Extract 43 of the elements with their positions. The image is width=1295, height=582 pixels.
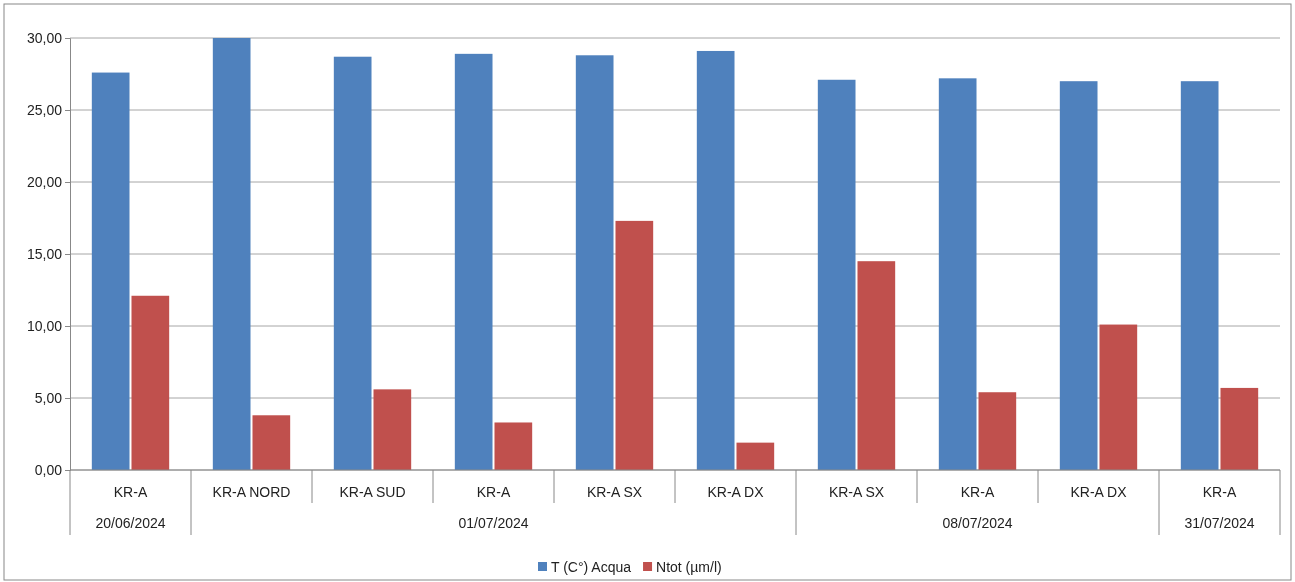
y-tick-label: 10,00 bbox=[26, 317, 63, 334]
bar bbox=[696, 50, 735, 470]
legend-label: Ntot (µm/l) bbox=[656, 559, 722, 575]
y-tick-label: 25,00 bbox=[26, 101, 63, 118]
bar bbox=[1099, 324, 1138, 470]
bar bbox=[494, 422, 533, 470]
text: 08/07/2024 bbox=[942, 515, 1013, 531]
bar bbox=[91, 72, 130, 470]
text: 01/07/2024 bbox=[458, 515, 529, 531]
bar bbox=[857, 261, 896, 470]
bar bbox=[131, 295, 170, 470]
y-tick-label: 20,00 bbox=[26, 173, 63, 190]
y-tick-label: 15,00 bbox=[26, 245, 63, 262]
x-tick-label: KR-A bbox=[476, 484, 511, 500]
text: 31/07/2024 bbox=[1184, 515, 1255, 531]
x-tick-label: KR-A DX bbox=[707, 484, 765, 500]
bar bbox=[252, 415, 291, 470]
x-tick-label: KR-A DX bbox=[1070, 484, 1128, 500]
y-tick-label: 5,00 bbox=[34, 389, 63, 406]
bar bbox=[938, 78, 977, 470]
legend-label: T (C°) Acqua bbox=[551, 559, 632, 575]
y-tick-label: 30,00 bbox=[26, 29, 63, 46]
x-tick-label: KR-A NORD bbox=[212, 484, 291, 500]
y-tick-label: 0,00 bbox=[34, 461, 63, 478]
bar bbox=[454, 53, 493, 470]
x-tick-label: KR-A SUD bbox=[339, 484, 406, 500]
bar bbox=[615, 220, 654, 470]
bar bbox=[1059, 81, 1098, 470]
bar bbox=[575, 55, 614, 470]
bar bbox=[736, 442, 775, 470]
bar bbox=[333, 56, 372, 470]
bar bbox=[1180, 81, 1219, 470]
x-tick-label: KR-A SX bbox=[586, 484, 643, 500]
bar bbox=[817, 79, 856, 470]
bar bbox=[1220, 387, 1259, 470]
bar bbox=[373, 389, 412, 470]
x-tick-label: KR-A SX bbox=[828, 484, 885, 500]
bar bbox=[212, 38, 251, 470]
x-tick-label: KR-A bbox=[960, 484, 995, 500]
bar bbox=[978, 392, 1017, 470]
x-tick-label: KR-A bbox=[1202, 484, 1237, 500]
text: 20/06/2024 bbox=[95, 515, 166, 531]
x-tick-label: KR-A bbox=[113, 484, 148, 500]
